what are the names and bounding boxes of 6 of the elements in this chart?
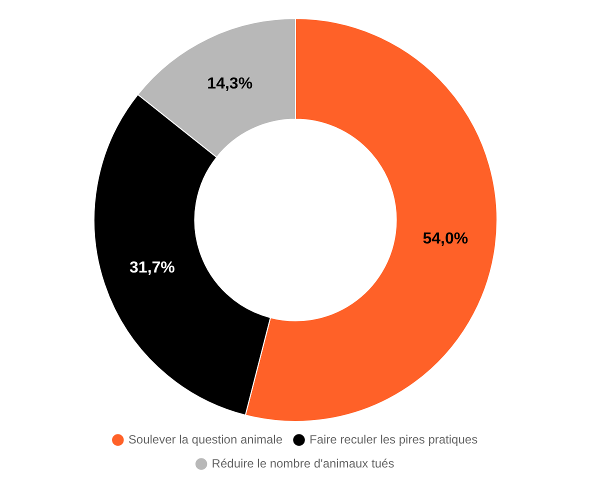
legend-label: Réduire le nombre d'animaux tués [212,456,394,470]
data-label: 31,7% [130,259,175,276]
legend-label: Faire reculer les pires pratiques [310,432,478,446]
data-label: 54,0% [422,230,468,248]
data-label: 14,3% [207,75,253,92]
legend-label: Soulever la question animale [128,432,283,446]
